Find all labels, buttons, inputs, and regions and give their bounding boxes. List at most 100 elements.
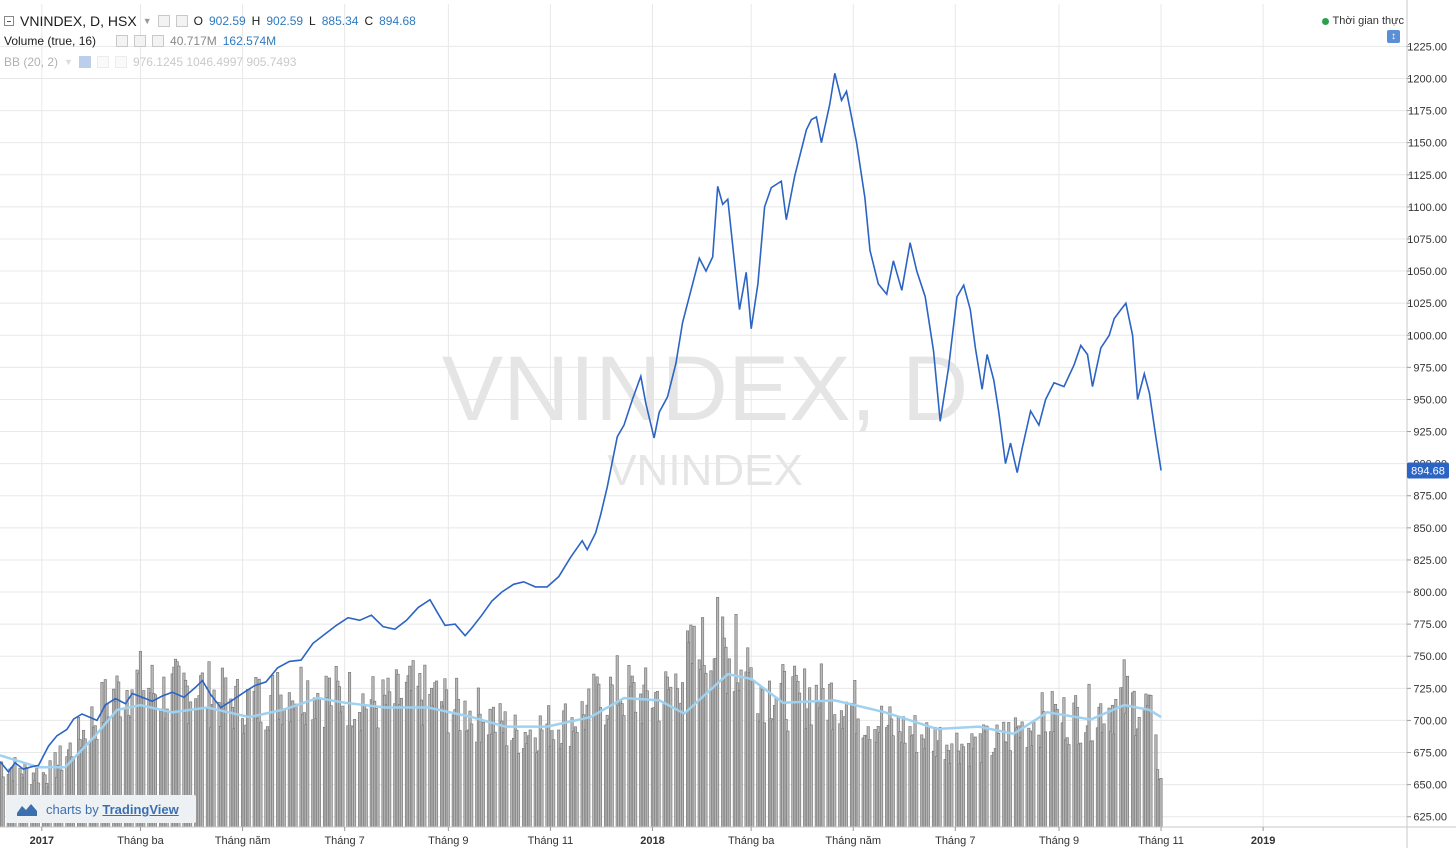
- eye-icon[interactable]: [116, 35, 129, 47]
- volume-bar: [388, 691, 392, 828]
- y-tick-label: 1000.00: [1407, 330, 1447, 342]
- x-tick-label: 2018: [640, 835, 664, 847]
- volume-bar: [622, 715, 626, 828]
- volume-bar: [1149, 695, 1153, 828]
- volume-bar: [1067, 744, 1071, 828]
- volume-bar: [399, 697, 403, 828]
- volume-bar: [903, 742, 907, 828]
- volume-bar: [247, 689, 251, 828]
- price-line: [0, 73, 1162, 774]
- y-tick-label: 975.00: [1413, 362, 1447, 374]
- volume-bar: [587, 688, 591, 828]
- eye-icon[interactable]: [78, 56, 91, 68]
- volume-bar: [271, 674, 275, 828]
- chevron-down-icon[interactable]: ▼: [64, 57, 73, 67]
- volume-bar: [353, 719, 357, 828]
- branding-name[interactable]: TradingView: [102, 801, 179, 817]
- time-axis: 2017 Tháng ba Tháng năm Tháng 7 Tháng 9 Tháng…: [30, 827, 1275, 847]
- close-icon[interactable]: [152, 35, 165, 47]
- volume-bar: [294, 703, 298, 828]
- volume-bar: [739, 669, 743, 828]
- volume-bar: [235, 679, 239, 828]
- volume-bar: [259, 721, 263, 828]
- branding[interactable]: charts by TradingView: [6, 795, 196, 823]
- scale-icon[interactable]: ↕: [1387, 30, 1400, 43]
- volume-bar: [891, 735, 895, 828]
- volume-ma-value: 162.574M: [222, 34, 277, 48]
- volume-bar: [657, 720, 661, 828]
- y-tick-label: 950.00: [1413, 394, 1447, 406]
- last-price-label: 894.68: [1411, 465, 1445, 477]
- y-tick-label: 775.00: [1413, 619, 1447, 631]
- volume-bar: [1044, 731, 1048, 828]
- watermark-main: VNINDEX, D: [442, 338, 969, 440]
- status-dot-icon: [1321, 17, 1329, 25]
- volume-bar: [751, 681, 755, 828]
- volume-bar: [809, 724, 813, 828]
- symbol-title[interactable]: VNINDEX, D, HSX: [20, 13, 137, 29]
- volume-bar: [435, 680, 439, 828]
- y-tick-label: 1025.00: [1407, 298, 1447, 310]
- volume-bar: [1102, 723, 1106, 828]
- volume-bar: [411, 660, 415, 828]
- volume-bar: [458, 730, 462, 828]
- main-legend: VNINDEX, D, HSX ▼ O 902.59 H 902.59 L 885.3…: [4, 13, 416, 29]
- tradingview-logo-icon: [17, 804, 37, 816]
- open-label: O: [193, 14, 203, 28]
- settings-icon[interactable]: [96, 56, 109, 68]
- x-tick-label: Tháng ba: [117, 835, 164, 847]
- y-tick-label: 875.00: [1413, 491, 1447, 503]
- volume-bars: [0, 597, 1163, 828]
- y-tick-label: 1125.00: [1408, 170, 1447, 182]
- volume-bar: [798, 692, 802, 828]
- volume-bar: [329, 705, 333, 828]
- close-label: C: [364, 14, 374, 28]
- collapse-icon[interactable]: [4, 16, 14, 26]
- x-tick-label: Tháng 9: [1039, 835, 1079, 847]
- high-label: H: [251, 14, 261, 28]
- volume-bar: [1159, 778, 1163, 828]
- y-tick-label: 1050.00: [1407, 266, 1447, 278]
- volume-bar: [645, 690, 649, 828]
- y-tick-label: 1175.00: [1408, 106, 1447, 118]
- volume-bar: [1079, 742, 1083, 828]
- volume-bar: [1055, 709, 1059, 828]
- volume-bar: [540, 729, 544, 828]
- volume-bar: [821, 688, 825, 828]
- volume-bar: [962, 746, 966, 828]
- volume-bar: [938, 726, 942, 828]
- volume-bar: [517, 752, 521, 828]
- volume-bar: [364, 708, 368, 828]
- watermark-sub: VNINDEX: [607, 446, 803, 495]
- y-tick-label: 750.00: [1413, 651, 1447, 663]
- volume-label[interactable]: Volume (true, 16): [4, 34, 97, 48]
- y-tick-label: 1075.00: [1407, 234, 1447, 246]
- realtime-label: Thời gian thực: [1332, 15, 1404, 27]
- y-tick-label: 650.00: [1413, 780, 1447, 792]
- x-tick-label: Tháng năm: [825, 835, 881, 847]
- y-tick-label: 1200.00: [1407, 73, 1447, 85]
- bb-values: 976.1245 1046.4997 905.7493: [132, 55, 297, 69]
- volume-bar: [844, 701, 848, 828]
- volume-bar: [680, 682, 684, 828]
- x-tick-label: Tháng 7: [324, 835, 364, 847]
- realtime-indicator: Thời gian thực: [1321, 15, 1404, 27]
- settings-icon[interactable]: [134, 35, 147, 47]
- y-tick-label: 925.00: [1413, 427, 1447, 439]
- volume-bar: [528, 729, 532, 828]
- bb-label[interactable]: BB (20, 2): [4, 55, 59, 69]
- volume-bar: [774, 696, 778, 828]
- volume-bar: [880, 705, 884, 828]
- y-tick-label: 825.00: [1413, 555, 1447, 567]
- low-value: 885.34: [321, 14, 359, 28]
- high-value: 902.59: [266, 14, 304, 28]
- volume-bar: [200, 672, 204, 828]
- chevron-down-icon[interactable]: ▼: [142, 16, 152, 26]
- volume-bar: [1126, 675, 1130, 828]
- x-tick-label: Tháng 11: [528, 835, 574, 847]
- settings-icon[interactable]: [157, 15, 170, 27]
- volume-bar: [224, 677, 228, 828]
- eye-icon[interactable]: [175, 15, 188, 27]
- close-icon[interactable]: [114, 56, 127, 68]
